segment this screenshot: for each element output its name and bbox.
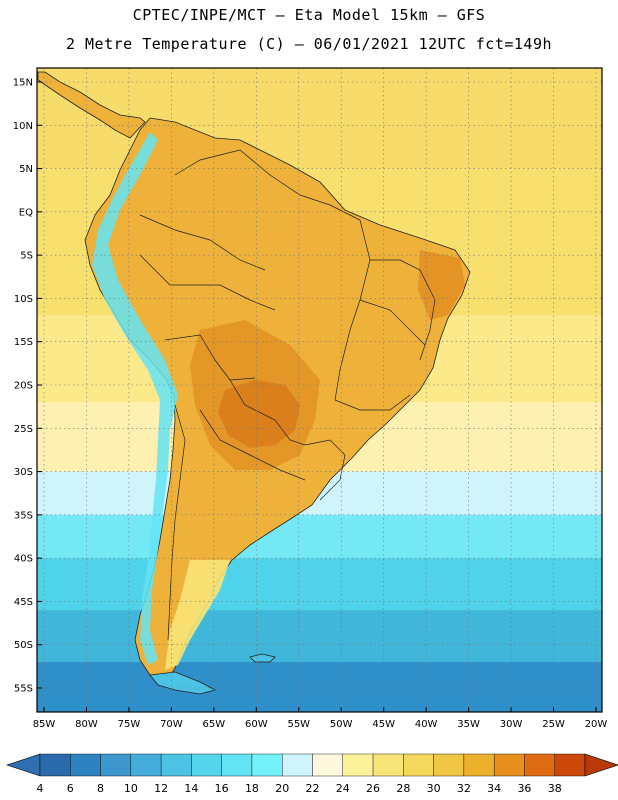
colorbar-swatch xyxy=(100,753,132,777)
colorbar-label: 12 xyxy=(154,782,169,795)
colorbar-label: 38 xyxy=(547,782,562,795)
andes-cold-strip xyxy=(92,132,178,665)
latitude-tick-label: 10S xyxy=(14,294,33,305)
colorbar-swatch xyxy=(251,753,283,777)
colorbar-swatch xyxy=(372,753,404,777)
latitude-tick-label: 35S xyxy=(14,510,33,521)
longitude-tick-label: 55W xyxy=(287,719,310,730)
longitude-tick-label: 45W xyxy=(372,719,395,730)
ocean-band xyxy=(37,558,602,611)
colorbar-swatch xyxy=(342,753,374,777)
colorbar-swatch xyxy=(191,753,222,777)
country-borders xyxy=(139,149,436,641)
colorbar-label: 20 xyxy=(275,782,290,795)
northeast-hot-zone xyxy=(418,250,465,320)
ocean-band xyxy=(37,662,602,712)
latitude-tick-label: 15N xyxy=(13,78,33,89)
colorbar-label: 16 xyxy=(214,782,229,795)
colorbar-label: 4 xyxy=(36,782,44,795)
colorbar-high-arrow xyxy=(584,753,618,777)
colorbar-label: 14 xyxy=(184,782,199,795)
colorbar-swatch xyxy=(312,753,343,777)
colorbar-label: 22 xyxy=(305,782,320,795)
colorbar-label: 10 xyxy=(123,782,138,795)
patagonia-cool-zone xyxy=(165,560,230,670)
colorbar xyxy=(6,753,618,777)
colorbar-swatch xyxy=(130,753,162,777)
map-title-line-1: CPTEC/INPE/MCT – Eta Model 15km – GFS xyxy=(132,6,486,24)
colorbar-swatch xyxy=(524,753,555,777)
map-frame xyxy=(36,67,603,713)
colorbar-label: 28 xyxy=(396,782,411,795)
latitude-tick-label: 20S xyxy=(14,381,33,392)
longitude-tick-label: 30W xyxy=(500,719,523,730)
colorbar-swatch xyxy=(493,753,525,777)
colorbar-swatch xyxy=(160,753,192,777)
latitude-tick-label: 5S xyxy=(20,251,33,262)
colorbar-label: 6 xyxy=(66,782,74,795)
colorbar-label: 8 xyxy=(97,782,105,795)
warm-interior-zone xyxy=(190,320,320,470)
longitude-tick-label: 40W xyxy=(415,719,438,730)
colorbar-swatch xyxy=(463,753,495,777)
colorbar-swatch xyxy=(554,753,586,777)
latitude-tick-label: EQ xyxy=(19,207,33,218)
longitude-tick-label: 20W xyxy=(585,719,608,730)
longitude-tick-label: 25W xyxy=(542,719,565,730)
axis-ticks: 15N 10N 5N EQ 5S 10S 15S 20S 25S 30S 35S 40S 45S 50S 5… xyxy=(13,78,608,731)
longitude-tick-label: 85W xyxy=(33,719,56,730)
longitude-tick-label: 50W xyxy=(330,719,353,730)
longitude-tick-label: 75W xyxy=(118,719,141,730)
longitude-tick-label: 60W xyxy=(245,719,268,730)
colorbar-label: 36 xyxy=(517,782,532,795)
colorbar-label: 24 xyxy=(335,782,350,795)
colorbar-label: 32 xyxy=(456,782,471,795)
colorbar-swatch xyxy=(403,753,434,777)
latitude-tick-label: 30S xyxy=(14,467,33,478)
tierra-del-fuego xyxy=(149,671,217,695)
latitude-tick-label: 45S xyxy=(14,597,33,608)
longitude-tick-label: 70W xyxy=(160,719,183,730)
falkland-islands xyxy=(249,653,276,663)
latitude-tick-label: 5N xyxy=(19,164,33,175)
latitude-tick-label: 10N xyxy=(13,121,33,132)
central-america-landmass xyxy=(37,71,146,139)
colorbar-swatch xyxy=(70,753,101,777)
latitude-tick-label: 15S xyxy=(14,337,33,348)
colorbar-swatch xyxy=(221,753,253,777)
colorbar-swatch xyxy=(39,753,71,777)
longitude-tick-label: 35W xyxy=(457,719,480,730)
land-field xyxy=(37,71,471,695)
latitude-tick-label: 40S xyxy=(14,554,33,565)
colorbar-low-arrow xyxy=(6,753,41,777)
ocean-band xyxy=(37,610,602,663)
longitude-tick-label: 65W xyxy=(203,719,226,730)
longitude-tick-label: 80W xyxy=(75,719,98,730)
ocean-band xyxy=(37,514,602,559)
colorbar-label: 34 xyxy=(487,782,502,795)
latitude-tick-label: 55S xyxy=(14,684,33,695)
colorbar-label: 30 xyxy=(426,782,441,795)
graticule-grid xyxy=(37,68,602,712)
colorbar-label: 18 xyxy=(244,782,259,795)
colorbar-swatch xyxy=(433,753,465,777)
latitude-tick-label: 50S xyxy=(14,640,33,651)
map-title-line-2: 2 Metre Temperature (C) – 06/01/2021 12U… xyxy=(65,35,553,53)
latitude-tick-label: 25S xyxy=(14,424,33,435)
colorbar-swatch xyxy=(282,753,313,777)
colorbar-label: 26 xyxy=(366,782,381,795)
